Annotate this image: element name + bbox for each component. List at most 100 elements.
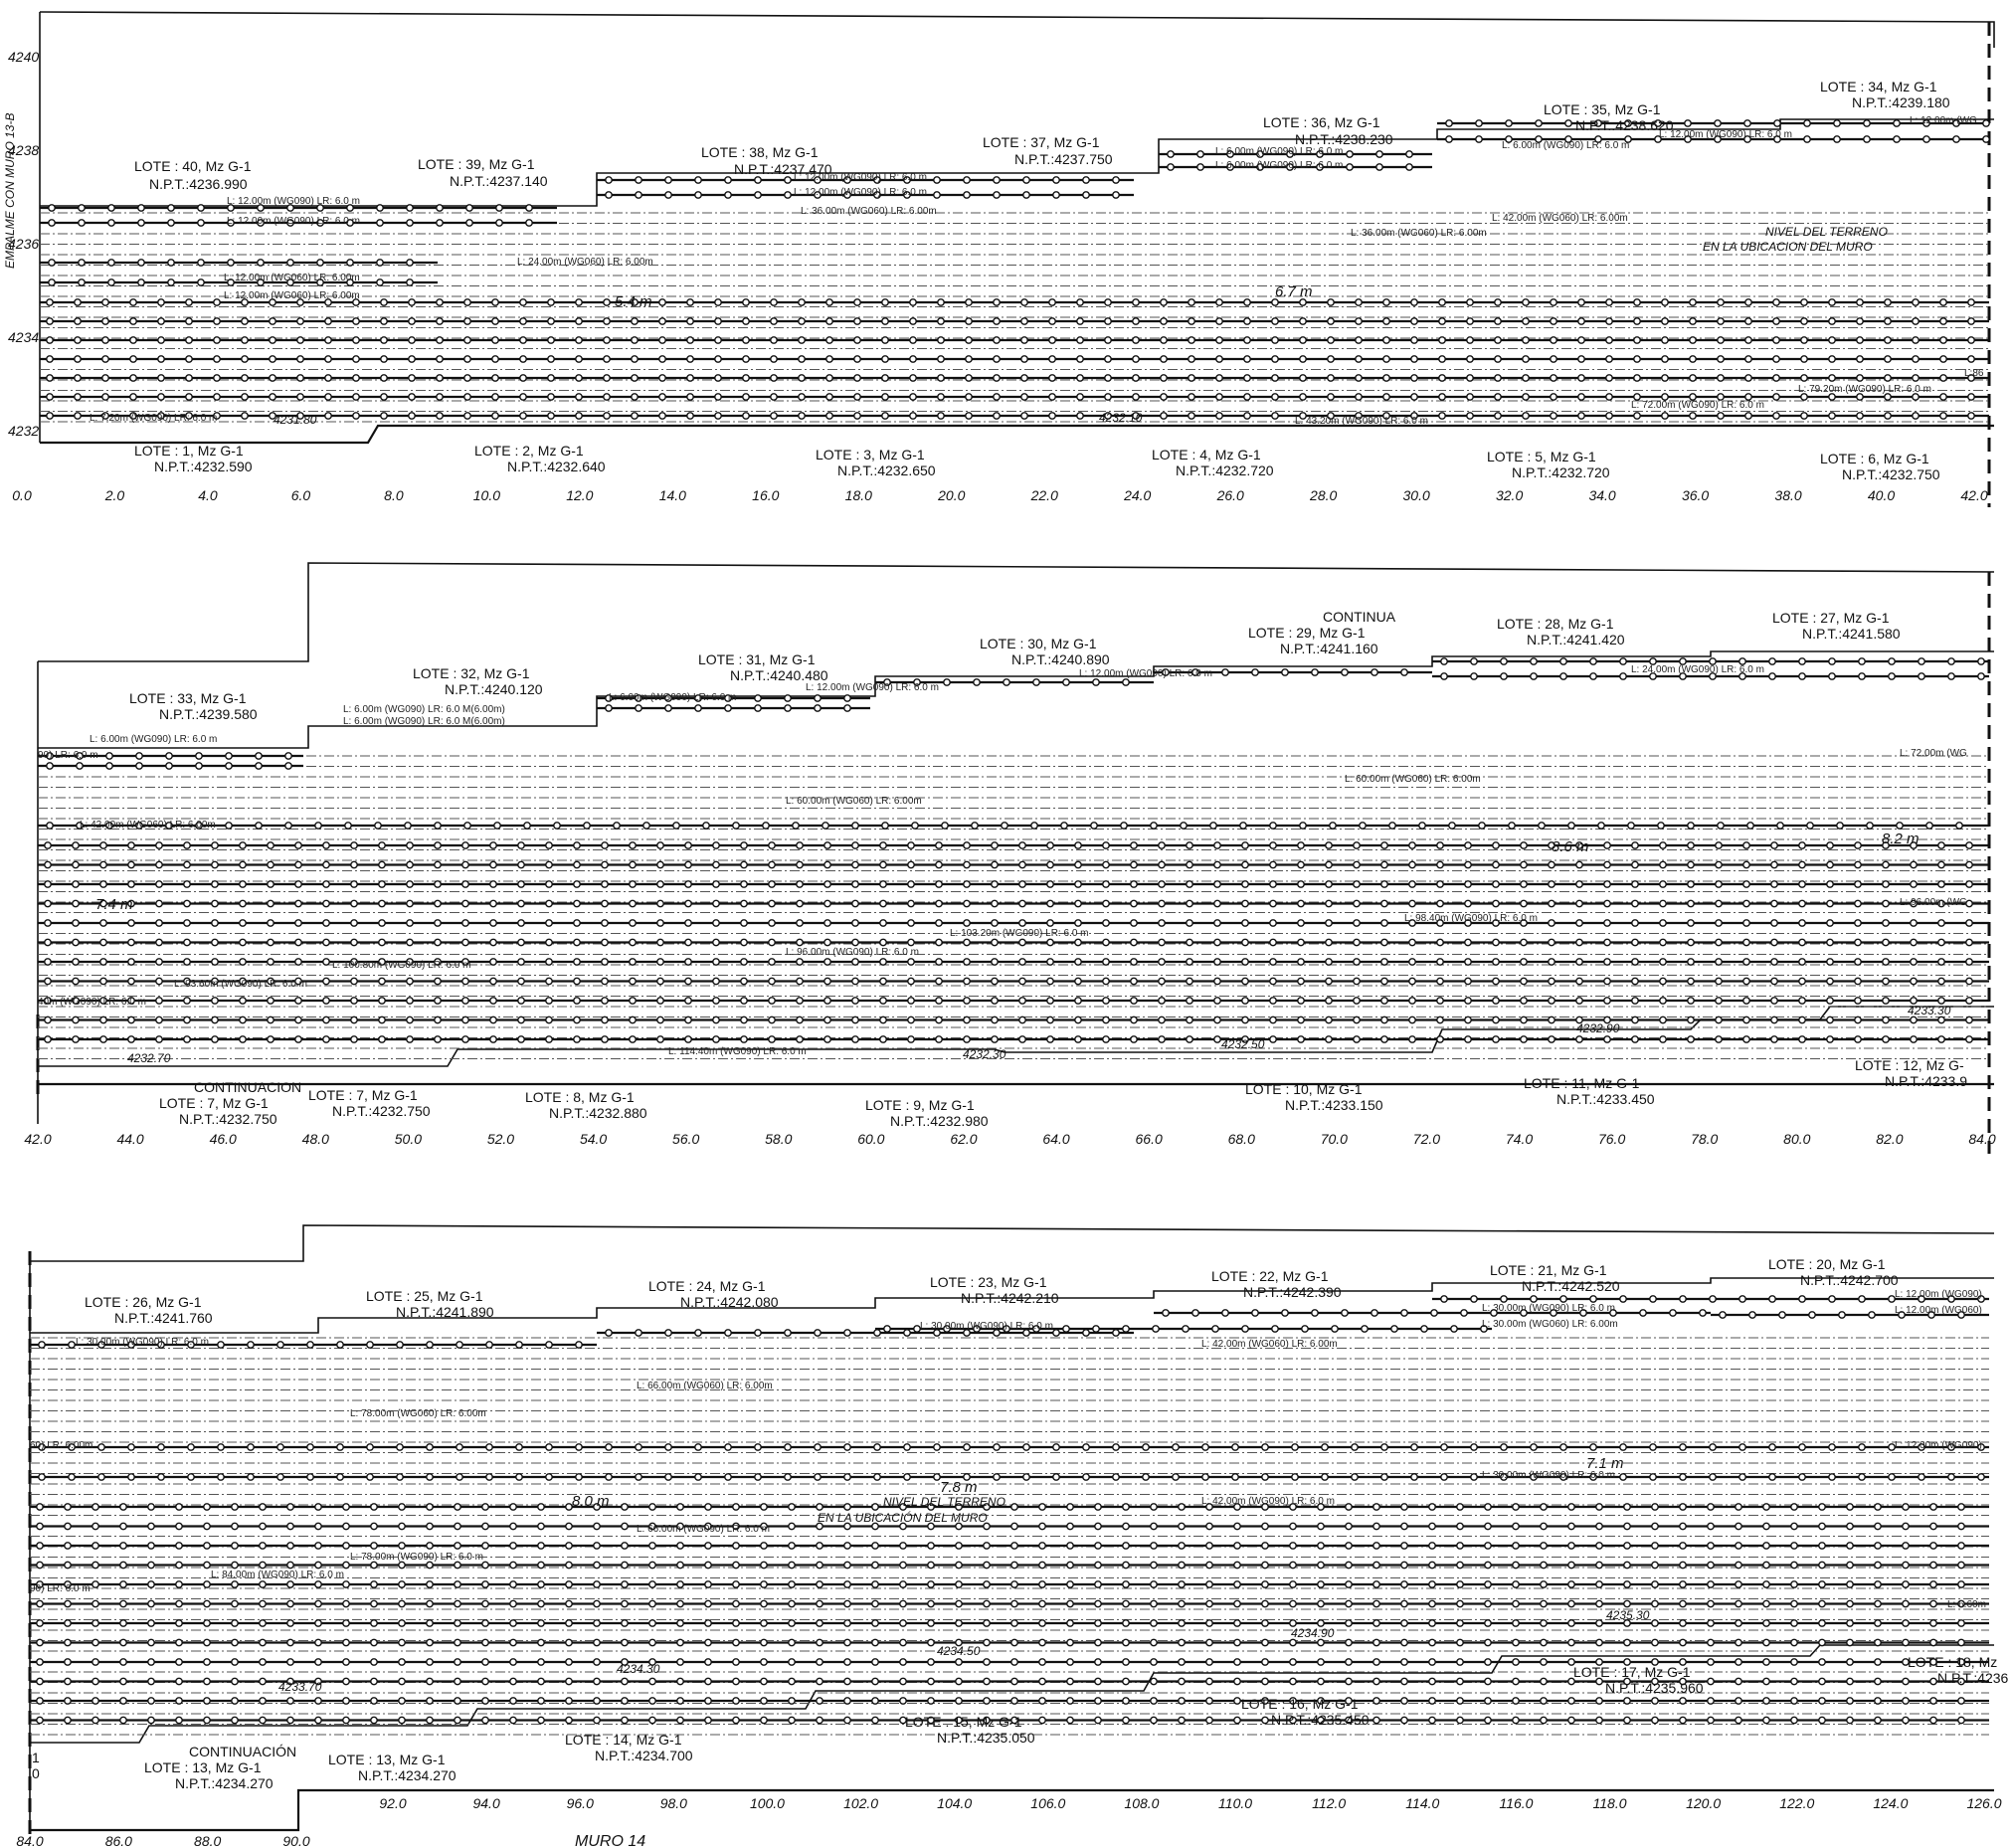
geogrid-marker [1269,1016,1277,1024]
geogrid-marker [1595,1716,1603,1725]
geogrid-marker [1209,822,1217,830]
geogrid-marker [1627,822,1635,830]
geogrid-marker [1856,317,1864,325]
geogrid-marker [1957,1697,1965,1705]
geogrid-marker [408,412,416,420]
geogrid-marker [593,1522,601,1531]
geogrid-marker [1717,355,1725,363]
geogrid-marker [259,1580,267,1588]
geogrid-marker [1687,977,1695,986]
geogrid-marker [1408,1016,1416,1024]
geogrid-marker [1400,1580,1408,1588]
geogrid-marker [107,259,115,267]
geogrid-marker [768,977,776,986]
geogrid-marker [1299,374,1307,382]
x-tick-label: 48.0 [302,1131,329,1147]
geogrid-marker [740,860,748,869]
geogrid-marker [1800,374,1808,382]
geogrid-marker [1261,1503,1269,1511]
geogrid-marker [1150,1503,1158,1511]
rein-label: L: 12.00m (WG090) [1895,1289,1982,1300]
lot-label: LOTE : 3, Mz G-1 [816,447,925,462]
geogrid-marker [434,880,442,888]
geogrid-marker [211,977,219,986]
geogrid-marker [1066,1542,1074,1550]
level-mark: 4233.70 [278,1680,322,1694]
geogrid-marker [1076,317,1084,325]
geogrid-marker [231,1522,239,1531]
geogrid-marker [732,1561,740,1570]
geogrid-marker [1355,393,1363,401]
wall-height: 8.0 m [572,1493,610,1510]
geogrid-marker [1854,958,1862,966]
geogrid-marker [676,1503,684,1511]
geogrid-marker [1575,1035,1583,1043]
geogrid-marker [648,1522,656,1531]
geogrid-marker [1595,1522,1603,1531]
geogrid-marker [239,1016,247,1024]
geogrid-marker [935,860,943,869]
geogrid-marker [1826,880,1834,888]
geogrid-marker [72,899,80,908]
geogrid-marker [798,355,806,363]
geogrid-marker [1241,880,1249,888]
geogrid-marker [489,919,497,927]
geogrid-marker [871,1619,879,1627]
geogrid-marker [1150,1638,1158,1647]
geogrid-marker [1440,657,1448,665]
geogrid-marker [1798,938,1806,947]
geogrid-marker [843,1619,851,1627]
geogrid-marker [762,822,770,830]
x-tick-label: 72.0 [1413,1131,1440,1147]
lot-label: LOTE : 17, Mz G-1 [1573,1664,1691,1680]
geogrid-marker [843,1561,851,1570]
geogrid-marker [1289,1580,1297,1588]
geogrid-marker [1345,1677,1353,1686]
wall-footing [30,1644,1994,1744]
geogrid-marker [573,919,581,927]
geogrid-marker [1450,1325,1458,1333]
geogrid-marker [1790,1658,1798,1666]
geogrid-marker [927,1580,935,1588]
geogrid-marker [1651,1599,1659,1608]
geogrid-marker [97,1473,105,1481]
geogrid-marker [732,1697,740,1705]
geogrid-marker [1684,119,1692,127]
geogrid-marker [629,919,637,927]
geogrid-marker [1770,997,1778,1005]
geogrid-marker [1261,1619,1269,1627]
geogrid-marker [1186,997,1193,1005]
geogrid-marker [1709,1295,1717,1303]
geogrid-marker [851,860,859,869]
geogrid-marker [1032,678,1040,686]
geogrid-marker [434,860,442,869]
geogrid-marker [1456,1503,1464,1511]
geogrid-marker [398,1503,406,1511]
geogrid-marker [823,958,831,966]
geogrid-marker [843,694,851,702]
geogrid-marker [1400,1716,1408,1725]
geogrid-marker [955,1580,963,1588]
geogrid-marker [107,278,115,286]
geogrid-marker [461,977,469,986]
geogrid-marker [1743,135,1751,143]
geogrid-marker [1408,919,1416,927]
geogrid-marker [1679,1443,1687,1451]
geogrid-marker [1102,1035,1110,1043]
geogrid-marker [1213,958,1221,966]
geogrid-marker [1327,374,1335,382]
geogrid-marker [1456,1561,1464,1570]
geogrid-marker [1038,1658,1046,1666]
x-tick-label: 2.0 [104,487,125,503]
geogrid-marker [1715,860,1723,869]
geogrid-marker [259,1503,267,1511]
geogrid-marker [491,317,499,325]
geogrid-marker [1186,1016,1193,1024]
geogrid-marker [1484,1677,1492,1686]
geogrid-marker [147,1716,155,1725]
geogrid-marker [1112,191,1120,199]
geogrid-marker [1410,1443,1418,1451]
geogrid-marker [1619,672,1627,680]
geogrid-marker [259,1697,267,1705]
geogrid-marker [296,336,304,344]
